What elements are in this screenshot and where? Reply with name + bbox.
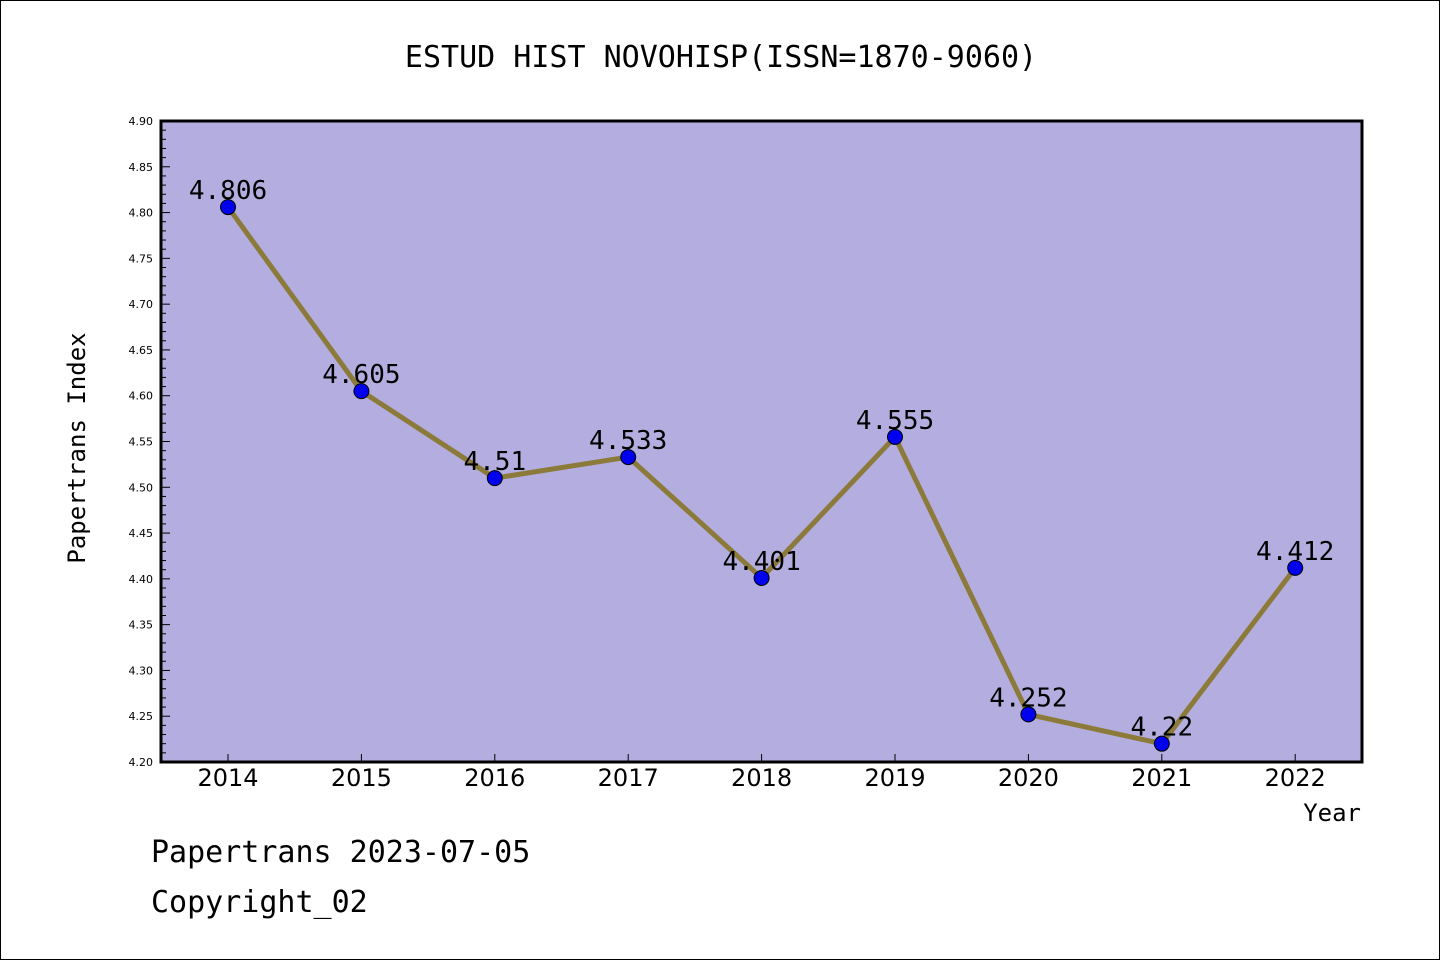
- data-point: [620, 449, 637, 466]
- y-tick-label: 4.20: [129, 756, 154, 769]
- data-label: 4.401: [722, 547, 800, 577]
- data-point: [753, 569, 770, 586]
- y-tick-label: 4.55: [129, 436, 154, 449]
- y-tick-label: 4.30: [129, 664, 154, 677]
- x-tick-label: 2016: [464, 764, 525, 792]
- y-tick-label: 4.65: [129, 344, 154, 357]
- data-label: 4.806: [189, 176, 267, 206]
- data-point: [887, 428, 903, 445]
- y-tick-label: 4.40: [129, 573, 154, 586]
- data-label: 4.555: [856, 406, 934, 436]
- y-tick-label: 4.45: [129, 527, 154, 540]
- data-label: 4.51: [463, 447, 526, 477]
- data-point: [1287, 559, 1304, 576]
- y-tick-label: 4.50: [129, 481, 154, 494]
- y-axis: 4.20 4.25 4.30 4.35 4.40 4.45 4.50 4.55 4.60 4.65…: [129, 115, 170, 769]
- x-axis: 2014 2015 2016 2017 2018 2019 2020 2021 2022: [197, 754, 1326, 792]
- data-point: [1020, 706, 1037, 723]
- chart-title: ESTUD HIST NOVOHISP(ISSN=1870-9060): [405, 40, 1037, 75]
- x-tick-label: 2018: [731, 764, 792, 792]
- data-label: 4.22: [1130, 713, 1193, 743]
- footer-copyright: Copyright_02: [151, 885, 368, 920]
- data-point: [220, 199, 236, 216]
- x-axis-title: Year: [1303, 799, 1361, 827]
- data-point: [1153, 735, 1170, 752]
- data-label: 4.605: [322, 360, 400, 390]
- x-tick-label: 2021: [1131, 764, 1192, 792]
- x-tick-label: 2022: [1265, 764, 1326, 792]
- y-tick-label: 4.75: [129, 252, 154, 265]
- y-tick-label: 4.90: [129, 115, 154, 128]
- y-tick-label: 4.85: [129, 161, 154, 174]
- footer-date: Papertrans 2023-07-05: [151, 835, 531, 870]
- plot-area: [159, 119, 1364, 764]
- x-tick-label: 2014: [197, 764, 258, 792]
- x-tick-label: 2019: [864, 764, 925, 792]
- y-tick-label: 4.35: [129, 619, 154, 632]
- x-tick-label: 2015: [331, 764, 392, 792]
- y-axis-title: Papertrans Index: [63, 332, 91, 563]
- data-label: 4.252: [989, 683, 1067, 713]
- y-tick-label: 4.60: [129, 390, 154, 403]
- x-tick-label: 2017: [598, 764, 659, 792]
- y-tick-label: 4.25: [129, 710, 154, 723]
- data-series: 4.806 4.605 4.51 4.533 4.401 4.555 4.252 4.22 4.…: [189, 176, 1334, 752]
- y-tick-label: 4.80: [129, 207, 154, 220]
- data-label: 4.533: [589, 426, 667, 456]
- data-label: 4.412: [1256, 537, 1334, 567]
- data-point: [486, 470, 503, 487]
- y-tick-label: 4.70: [129, 298, 154, 311]
- data-point: [353, 383, 370, 400]
- x-tick-label: 2020: [998, 764, 1059, 792]
